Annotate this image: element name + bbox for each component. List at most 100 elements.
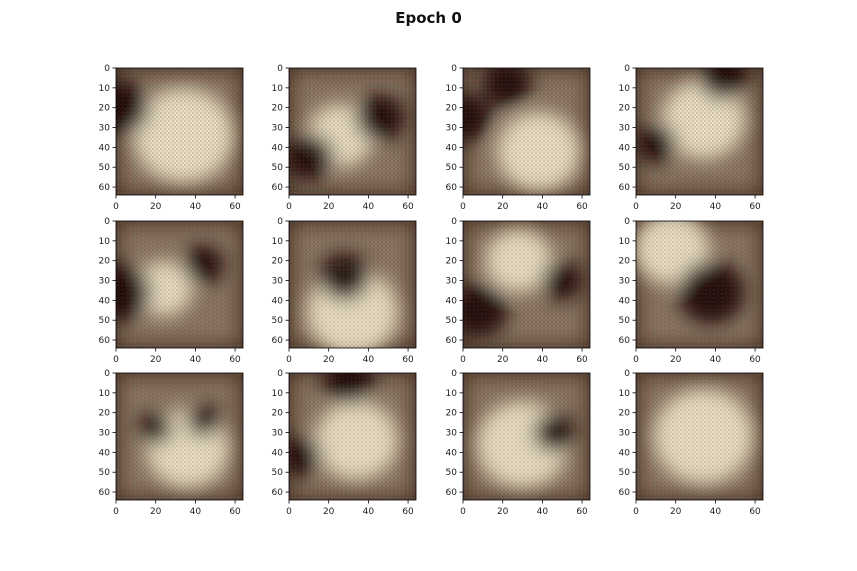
x-tick-label: 60 — [402, 355, 414, 365]
y-tick-label: 40 — [619, 143, 631, 153]
y-tick-label: 30 — [446, 124, 458, 134]
x-tick-label: 0 — [633, 355, 639, 365]
y-tick-label: 50 — [619, 316, 631, 326]
y-tick-label: 50 — [619, 468, 631, 478]
y-tick-label: 30 — [99, 277, 111, 287]
x-tick-label: 60 — [749, 507, 761, 517]
y-tick-label: 0 — [277, 369, 283, 379]
axes-frame — [635, 372, 764, 501]
y-tick-label: 20 — [272, 409, 284, 419]
y-tick-label: 60 — [99, 183, 111, 193]
x-tick-label: 0 — [113, 355, 119, 365]
x-tick-label: 40 — [363, 507, 375, 517]
x-tick-label: 20 — [497, 355, 509, 365]
x-tick-label: 0 — [286, 355, 292, 365]
y-tick-label: 0 — [624, 64, 630, 74]
x-tick-label: 60 — [402, 507, 414, 517]
x-tick-label: 40 — [190, 202, 202, 212]
x-tick-label: 0 — [113, 202, 119, 212]
x-tick-label: 60 — [749, 355, 761, 365]
x-tick-label: 0 — [286, 507, 292, 517]
y-tick-label: 60 — [99, 336, 111, 346]
y-tick-label: 0 — [624, 217, 630, 227]
x-tick-label: 20 — [323, 507, 335, 517]
x-tick-label: 40 — [363, 202, 375, 212]
y-tick-label: 40 — [619, 448, 631, 458]
x-tick-label: 60 — [749, 202, 761, 212]
generated-image — [463, 221, 590, 348]
axes-frame — [288, 372, 417, 501]
y-tick-label: 20 — [619, 104, 631, 114]
x-tick-label: 40 — [710, 507, 722, 517]
y-tick-label: 20 — [99, 257, 111, 267]
y-tick-label: 10 — [446, 84, 458, 94]
generated-image — [289, 221, 416, 348]
y-tick-label: 60 — [272, 183, 284, 193]
y-tick-label: 40 — [272, 448, 284, 458]
y-tick-label: 30 — [446, 277, 458, 287]
axes-frame — [462, 220, 591, 349]
x-tick-label: 0 — [286, 202, 292, 212]
axes-frame — [115, 220, 244, 349]
y-tick-label: 0 — [624, 369, 630, 379]
y-tick-label: 20 — [272, 104, 284, 114]
x-tick-label: 60 — [229, 355, 241, 365]
generated-image — [463, 373, 590, 500]
y-tick-label: 20 — [99, 104, 111, 114]
y-tick-label: 40 — [272, 143, 284, 153]
y-tick-label: 40 — [446, 296, 458, 306]
generated-image — [636, 68, 763, 195]
axes-frame — [635, 220, 764, 349]
x-tick-label: 60 — [576, 355, 588, 365]
x-tick-label: 20 — [150, 355, 162, 365]
x-tick-label: 60 — [229, 507, 241, 517]
y-tick-label: 20 — [619, 257, 631, 267]
y-tick-label: 10 — [99, 389, 111, 399]
y-tick-label: 0 — [451, 64, 457, 74]
y-tick-label: 50 — [272, 316, 284, 326]
generated-image — [116, 221, 243, 348]
y-tick-label: 60 — [619, 336, 631, 346]
y-tick-label: 40 — [619, 296, 631, 306]
axes-frame — [462, 67, 591, 196]
y-tick-label: 60 — [446, 183, 458, 193]
y-tick-label: 20 — [446, 257, 458, 267]
x-tick-label: 20 — [670, 355, 682, 365]
y-tick-label: 30 — [272, 429, 284, 439]
y-tick-label: 60 — [446, 488, 458, 498]
x-tick-label: 20 — [670, 507, 682, 517]
x-tick-label: 60 — [229, 202, 241, 212]
generated-image — [289, 68, 416, 195]
y-tick-label: 0 — [277, 64, 283, 74]
y-tick-label: 30 — [619, 124, 631, 134]
generated-image — [636, 221, 763, 348]
x-tick-label: 60 — [576, 202, 588, 212]
x-tick-label: 0 — [460, 507, 466, 517]
x-tick-label: 60 — [402, 202, 414, 212]
y-tick-label: 20 — [619, 409, 631, 419]
x-tick-label: 40 — [710, 202, 722, 212]
y-tick-label: 30 — [446, 429, 458, 439]
y-tick-label: 40 — [446, 448, 458, 458]
y-tick-label: 0 — [451, 369, 457, 379]
axes-frame — [462, 372, 591, 501]
y-tick-label: 0 — [451, 217, 457, 227]
y-tick-label: 30 — [619, 277, 631, 287]
y-tick-label: 10 — [272, 389, 284, 399]
x-tick-label: 0 — [633, 202, 639, 212]
y-tick-label: 40 — [99, 143, 111, 153]
y-tick-label: 60 — [619, 183, 631, 193]
x-tick-label: 40 — [710, 355, 722, 365]
y-tick-label: 30 — [272, 124, 284, 134]
y-tick-label: 20 — [272, 257, 284, 267]
y-tick-label: 10 — [619, 84, 631, 94]
x-tick-label: 20 — [323, 202, 335, 212]
